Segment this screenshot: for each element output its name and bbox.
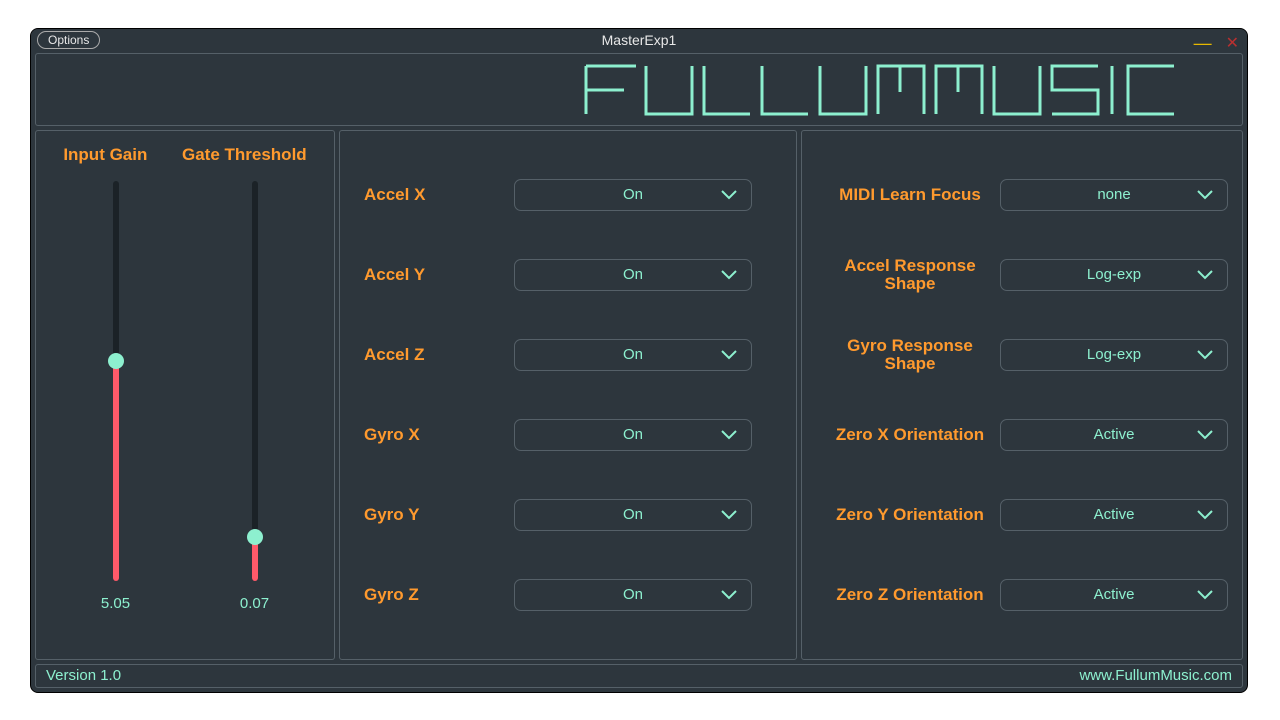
gate-threshold-value: 0.07 — [240, 595, 269, 612]
gate-threshold-slider[interactable]: 0.07 — [195, 181, 315, 649]
chevron-down-icon — [721, 269, 737, 281]
setting-row: Zero Z Orientation Active — [820, 555, 1228, 635]
panel-channels: Accel XOnAccel YOnAccel ZOnGyro XOnGyro … — [339, 130, 797, 660]
channel-label: Gyro Y — [364, 505, 514, 525]
channel-dropdown[interactable]: On — [514, 419, 752, 451]
channel-dropdown[interactable]: On — [514, 259, 752, 291]
channel-label: Accel Y — [364, 265, 514, 285]
setting-label: Gyro ResponseShape — [820, 337, 1000, 373]
version-text: Version 1.0 — [46, 667, 121, 684]
minimize-icon[interactable]: — — [1194, 38, 1212, 48]
setting-dropdown[interactable]: Active — [1000, 419, 1228, 451]
window-title: MasterExp1 — [31, 32, 1247, 48]
dropdown-value: On — [623, 266, 643, 283]
dropdown-value: Log-exp — [1087, 266, 1141, 283]
chevron-down-icon — [721, 429, 737, 441]
channel-label: Accel Z — [364, 345, 514, 365]
logo-band — [35, 53, 1243, 125]
setting-label: MIDI Learn Focus — [820, 185, 1000, 205]
setting-dropdown[interactable]: Log-exp — [1000, 339, 1228, 371]
input-gain-value: 5.05 — [101, 595, 130, 612]
dropdown-value: Active — [1094, 586, 1135, 603]
channel-row: Accel Y On — [364, 235, 772, 315]
dropdown-value: On — [623, 586, 643, 603]
footer: Version 1.0 www.FullumMusic.com — [35, 664, 1243, 688]
channel-row: Gyro X On — [364, 395, 772, 475]
chevron-down-icon — [1197, 509, 1213, 521]
channel-row: Accel Z On — [364, 315, 772, 395]
dropdown-value: On — [623, 426, 643, 443]
channel-label: Accel X — [364, 185, 514, 205]
options-button[interactable]: Options — [37, 31, 100, 49]
chevron-down-icon — [721, 589, 737, 601]
setting-row: Gyro ResponseShape Log-exp — [820, 315, 1228, 395]
brand-logo — [584, 64, 1224, 116]
chevron-down-icon — [721, 349, 737, 361]
channel-row: Gyro Y On — [364, 475, 772, 555]
setting-label: Zero Y Orientation — [820, 505, 1000, 525]
chevron-down-icon — [1197, 429, 1213, 441]
input-gain-slider[interactable]: 5.05 — [56, 181, 176, 649]
dropdown-value: On — [623, 186, 643, 203]
channel-label: Gyro Z — [364, 585, 514, 605]
slider-thumb[interactable] — [247, 529, 263, 545]
setting-row: MIDI Learn Focus none — [820, 155, 1228, 235]
close-icon[interactable]: ✕ — [1226, 33, 1239, 53]
setting-label: Accel ResponseShape — [820, 257, 1000, 293]
setting-row: Zero X Orientation Active — [820, 395, 1228, 475]
window-controls: — ✕ — [1194, 33, 1239, 53]
dropdown-value: Log-exp — [1087, 346, 1141, 363]
dropdown-value: On — [623, 506, 643, 523]
gate-threshold-label: Gate Threshold — [182, 145, 307, 165]
channel-dropdown[interactable]: On — [514, 179, 752, 211]
chevron-down-icon — [721, 189, 737, 201]
dropdown-value: none — [1097, 186, 1130, 203]
chevron-down-icon — [1197, 189, 1213, 201]
panel-settings: MIDI Learn Focus none Accel ResponseShape L… — [801, 130, 1243, 660]
channel-dropdown[interactable]: On — [514, 499, 752, 531]
channel-label: Gyro X — [364, 425, 514, 445]
channel-dropdown[interactable]: On — [514, 339, 752, 371]
website-link[interactable]: www.FullumMusic.com — [1079, 667, 1232, 684]
input-gain-label: Input Gain — [63, 145, 147, 165]
panels-row: Input Gain Gate Threshold 5.05 0.07 — [31, 130, 1247, 660]
dropdown-value: Active — [1094, 426, 1135, 443]
setting-dropdown[interactable]: Active — [1000, 579, 1228, 611]
setting-dropdown[interactable]: Active — [1000, 499, 1228, 531]
titlebar: Options MasterExp1 — ✕ — [31, 29, 1247, 51]
chevron-down-icon — [1197, 589, 1213, 601]
channel-dropdown[interactable]: On — [514, 579, 752, 611]
setting-row: Accel ResponseShape Log-exp — [820, 235, 1228, 315]
channel-row: Gyro Z On — [364, 555, 772, 635]
dropdown-value: On — [623, 346, 643, 363]
setting-dropdown[interactable]: Log-exp — [1000, 259, 1228, 291]
panel-sliders: Input Gain Gate Threshold 5.05 0.07 — [35, 130, 335, 660]
chevron-down-icon — [721, 509, 737, 521]
slider-thumb[interactable] — [108, 353, 124, 369]
setting-row: Zero Y Orientation Active — [820, 475, 1228, 555]
dropdown-value: Active — [1094, 506, 1135, 523]
setting-label: Zero Z Orientation — [820, 585, 1000, 605]
chevron-down-icon — [1197, 349, 1213, 361]
chevron-down-icon — [1197, 269, 1213, 281]
channel-row: Accel X On — [364, 155, 772, 235]
plugin-window: Options MasterExp1 — ✕ — [30, 28, 1248, 693]
setting-label: Zero X Orientation — [820, 425, 1000, 445]
setting-dropdown[interactable]: none — [1000, 179, 1228, 211]
